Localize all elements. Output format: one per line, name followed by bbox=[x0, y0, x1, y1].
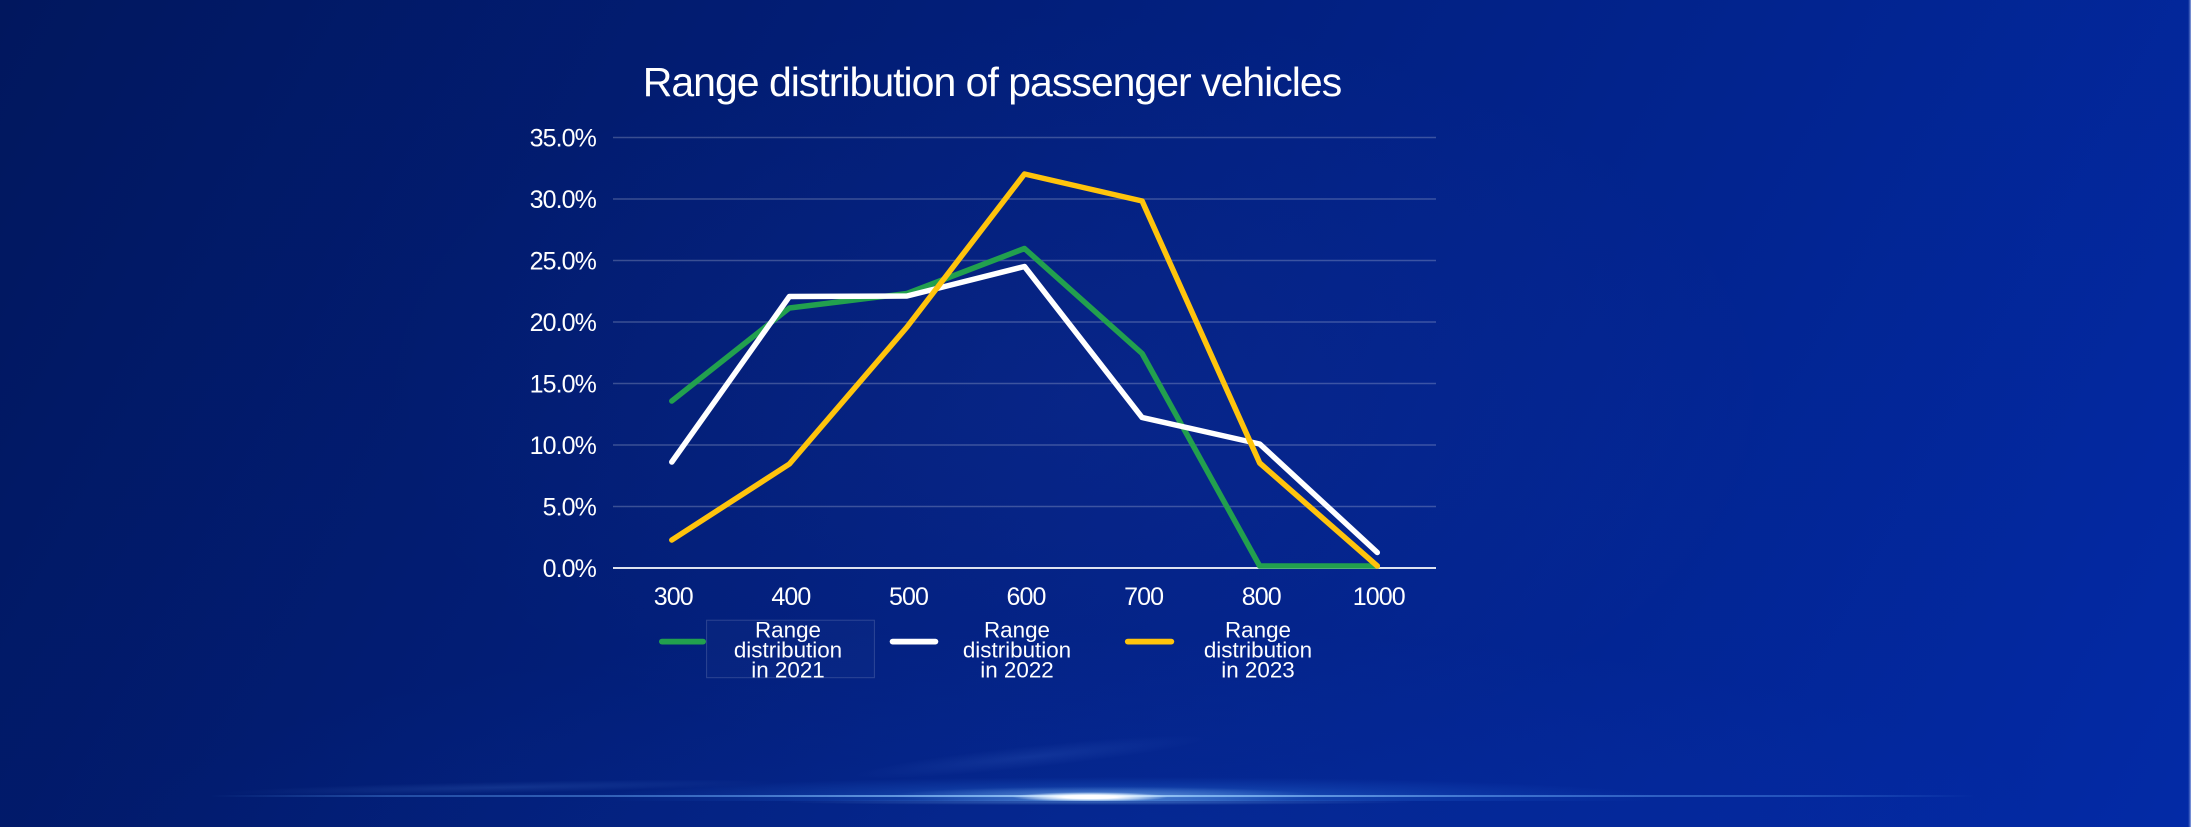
svg-text:in 2022: in 2022 bbox=[980, 657, 1053, 682]
svg-text:in 2023: in 2023 bbox=[1221, 657, 1294, 682]
svg-text:700: 700 bbox=[1124, 583, 1163, 611]
svg-text:distribution: distribution bbox=[734, 638, 842, 663]
svg-text:20.0%: 20.0% bbox=[530, 309, 597, 337]
svg-text:15.0%: 15.0% bbox=[530, 371, 597, 399]
svg-text:800: 800 bbox=[1242, 583, 1281, 611]
svg-text:10.0%: 10.0% bbox=[530, 432, 597, 460]
svg-text:300: 300 bbox=[654, 583, 693, 611]
svg-text:0.0%: 0.0% bbox=[543, 555, 597, 583]
svg-text:35.0%: 35.0% bbox=[530, 125, 597, 153]
svg-text:25.0%: 25.0% bbox=[530, 248, 597, 276]
svg-text:distribution: distribution bbox=[963, 638, 1071, 663]
svg-text:in 2021: in 2021 bbox=[751, 657, 824, 682]
svg-text:5.0%: 5.0% bbox=[543, 494, 597, 522]
svg-text:400: 400 bbox=[771, 583, 810, 611]
svg-text:distribution: distribution bbox=[1204, 638, 1312, 663]
svg-text:1000: 1000 bbox=[1353, 583, 1405, 611]
svg-text:500: 500 bbox=[889, 583, 928, 611]
svg-text:30.0%: 30.0% bbox=[530, 186, 597, 214]
svg-text:Range: Range bbox=[755, 618, 821, 643]
svg-text:Range distribution of passenge: Range distribution of passenger vehicles bbox=[643, 59, 1342, 105]
svg-text:Range: Range bbox=[984, 618, 1050, 643]
svg-text:600: 600 bbox=[1006, 583, 1045, 611]
svg-text:Range: Range bbox=[1225, 618, 1291, 643]
